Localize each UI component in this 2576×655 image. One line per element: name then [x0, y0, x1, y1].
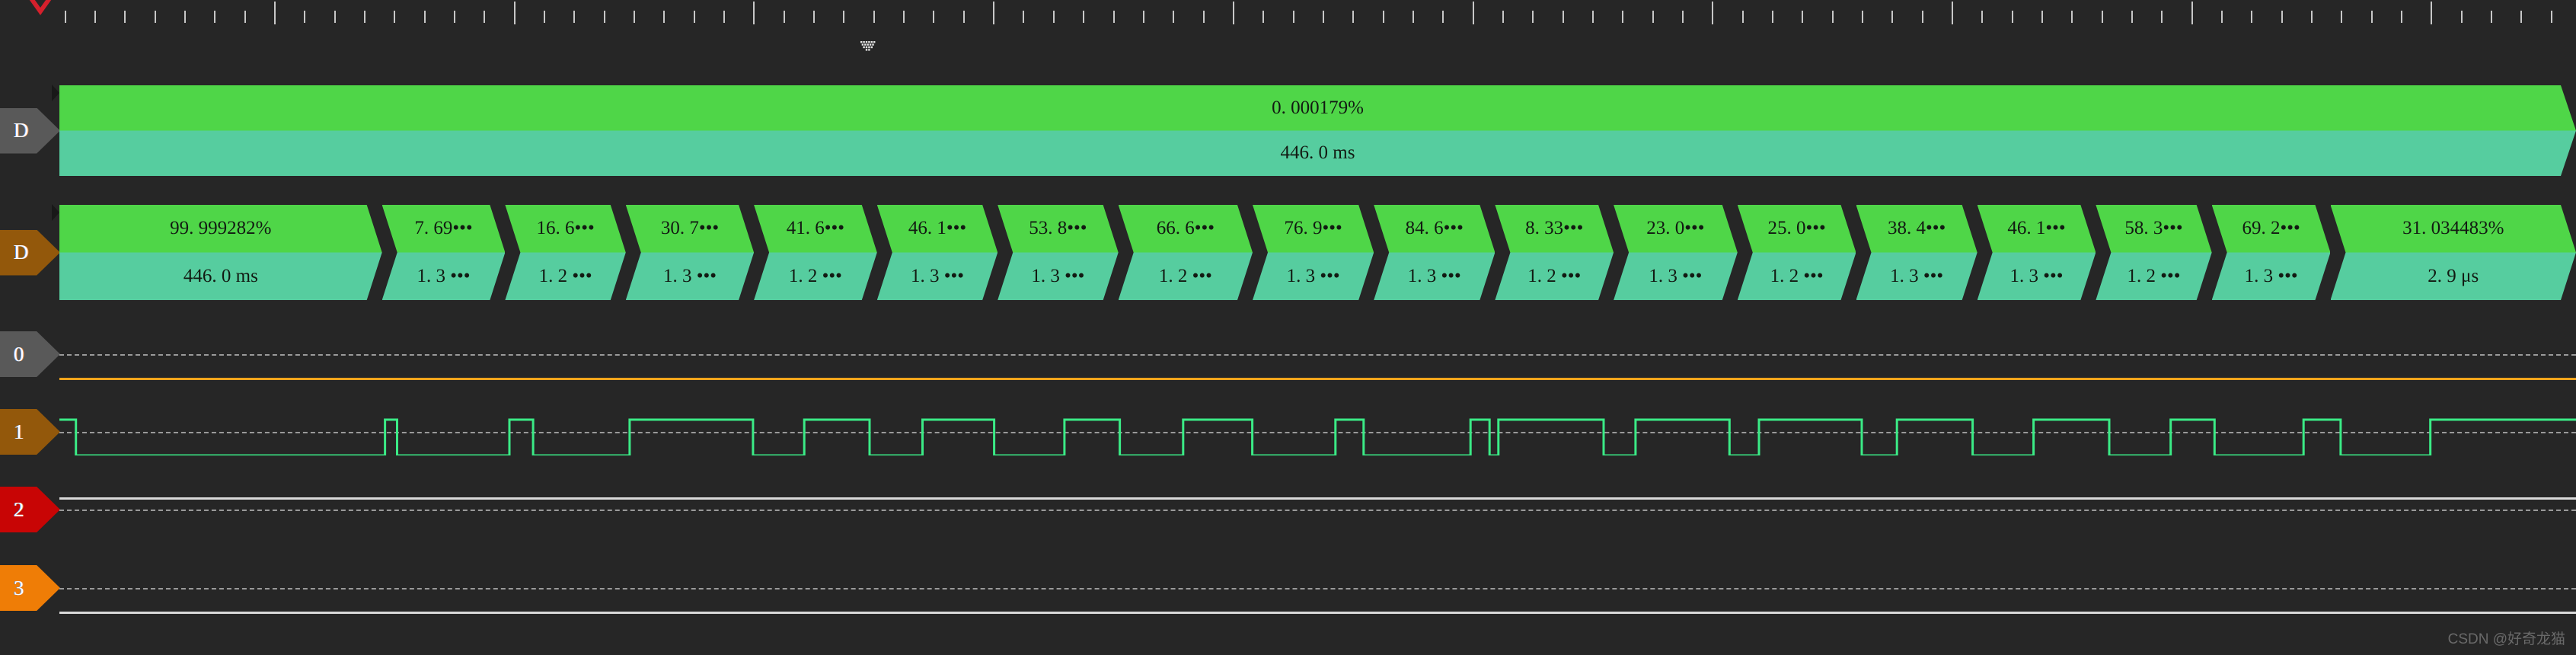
svg-text:CSDN @好奇龙猫: CSDN @好奇龙猫	[2448, 631, 2565, 647]
